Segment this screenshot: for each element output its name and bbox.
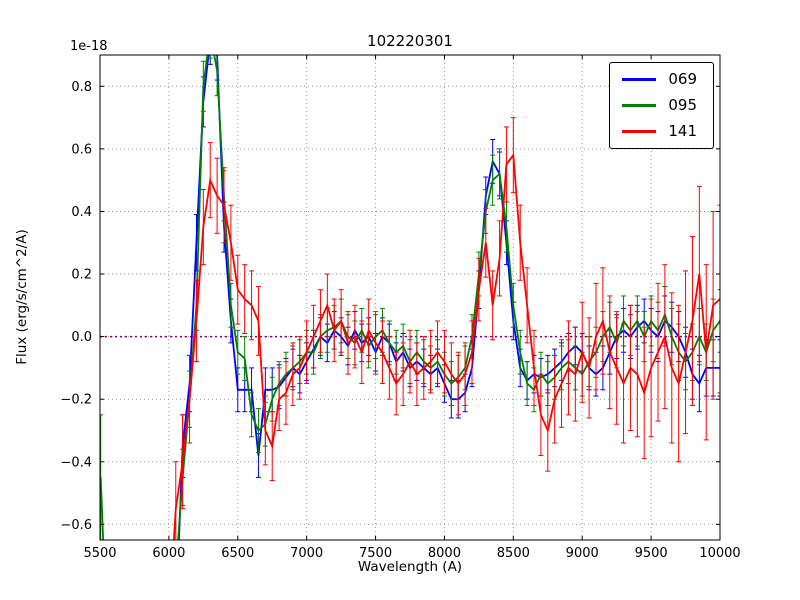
x-axis-label: Wavelength (A) bbox=[357, 559, 463, 575]
y-tick-label: 0.4 bbox=[71, 205, 92, 220]
legend-label: 141 bbox=[668, 122, 697, 140]
y-axis-offset-label: 1e-18 bbox=[70, 39, 108, 54]
y-tick-label: 0.0 bbox=[71, 330, 92, 345]
x-tick-label: 6000 bbox=[152, 546, 185, 561]
x-tick-label: 7500 bbox=[359, 546, 392, 561]
x-tick-label: 5500 bbox=[83, 546, 116, 561]
y-tick-label: 0.8 bbox=[71, 80, 92, 95]
tick-marks bbox=[99, 55, 721, 540]
y-tick-label: 0.6 bbox=[71, 142, 92, 157]
x-tick-label: 8000 bbox=[428, 546, 461, 561]
legend-label: 069 bbox=[668, 70, 697, 88]
y-tick-label: 0.2 bbox=[71, 268, 92, 283]
y-axis-label: Flux (erg/s/cm^2/A) bbox=[14, 229, 30, 365]
legend-entry: 069 bbox=[622, 72, 697, 87]
x-tick-label: 7000 bbox=[290, 546, 323, 561]
legend-entry: 095 bbox=[622, 98, 697, 113]
legend-line-sample-141 bbox=[622, 130, 657, 133]
legend-line-sample-095 bbox=[622, 104, 657, 107]
y-tick-label: −0.6 bbox=[60, 518, 92, 533]
y-tick-label: −0.4 bbox=[60, 455, 92, 470]
x-tick-label: 9000 bbox=[566, 546, 599, 561]
legend-line-sample-069 bbox=[622, 78, 657, 81]
x-tick-label: 8500 bbox=[497, 546, 530, 561]
chart-title: 102220301 bbox=[367, 32, 453, 50]
x-tick-label: 10000 bbox=[699, 546, 740, 561]
y-tick-label: −0.2 bbox=[60, 393, 92, 408]
x-tick-label: 6500 bbox=[221, 546, 254, 561]
axes-border bbox=[99, 54, 721, 541]
legend: 069 095 141 bbox=[609, 62, 714, 149]
series-layer bbox=[100, 55, 720, 540]
legend-entry: 141 bbox=[622, 124, 697, 139]
series-141 bbox=[172, 117, 720, 540]
legend-label: 095 bbox=[668, 96, 697, 114]
x-tick-label: 9500 bbox=[635, 546, 668, 561]
tick-labels: 5500 6000 6500 7000 7500 8000 8500 9000 9500 1000… bbox=[60, 80, 740, 561]
